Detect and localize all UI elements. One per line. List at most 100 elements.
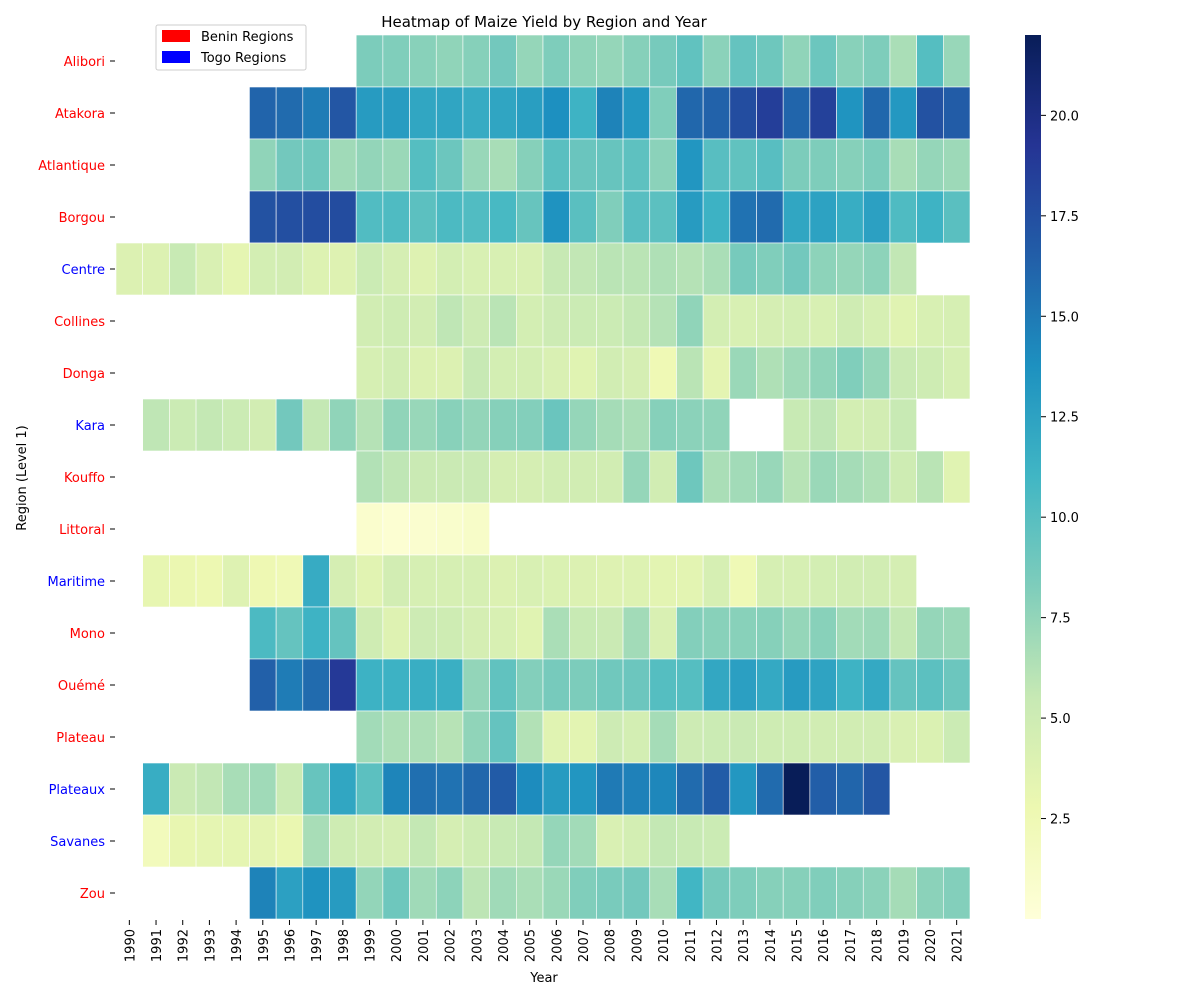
y-tick-label: Atlantique	[38, 159, 105, 174]
heatmap-cell	[462, 554, 490, 608]
heatmap-cell	[435, 346, 464, 400]
heatmap-cell	[542, 762, 570, 816]
heatmap-cell	[729, 294, 757, 348]
heatmap-cell	[275, 242, 304, 296]
heatmap-cell	[169, 242, 197, 296]
heatmap-cell	[729, 242, 757, 296]
heatmap-cell	[622, 762, 651, 816]
heatmap-cell	[382, 866, 410, 920]
heatmap-cell	[596, 242, 624, 296]
legend-label-togo: Togo Regions	[200, 51, 287, 66]
heatmap-cell	[382, 86, 410, 140]
heatmap-cell	[382, 502, 410, 556]
x-tick-label: 2012	[711, 929, 726, 962]
heatmap-cell	[889, 606, 917, 660]
legend: Benin Regions Togo Regions	[155, 24, 307, 71]
heatmap-cell	[115, 242, 143, 296]
heatmap-cell	[516, 398, 544, 452]
heatmap-cell	[329, 398, 357, 452]
heatmap-cell	[782, 398, 811, 452]
heatmap-cell	[489, 86, 517, 140]
heatmap-cell	[435, 86, 464, 140]
heatmap-cell	[542, 242, 570, 296]
heatmap-cell	[836, 450, 864, 504]
heatmap-cells	[115, 34, 971, 920]
heatmap-cell	[302, 658, 330, 712]
heatmap-cell	[569, 554, 597, 608]
heatmap-cell	[409, 658, 437, 712]
legend-frame	[155, 24, 307, 71]
x-tick-label: 1996	[284, 929, 299, 962]
heatmap-cell	[435, 658, 464, 712]
heatmap-cell	[862, 762, 891, 816]
heatmap-cell	[943, 294, 971, 348]
heatmap-cell	[622, 242, 651, 296]
heatmap-cell	[702, 866, 731, 920]
heatmap-cell	[569, 294, 597, 348]
heatmap-cell	[729, 138, 757, 192]
heatmap-cell	[916, 606, 944, 660]
heatmap-cell	[809, 866, 837, 920]
heatmap-cell	[729, 450, 757, 504]
x-tick-label: 2020	[924, 929, 939, 962]
heatmap-cell	[542, 34, 570, 88]
heatmap-cell	[516, 86, 544, 140]
heatmap-cell	[782, 554, 811, 608]
heatmap-cell	[569, 710, 597, 764]
x-tick-label: 2013	[737, 929, 752, 962]
heatmap-cell	[729, 190, 757, 244]
heatmap-cell	[329, 866, 357, 920]
heatmap-cell	[195, 242, 224, 296]
heatmap-cell	[836, 242, 864, 296]
heatmap-cell	[649, 710, 677, 764]
x-tick-label: 1998	[337, 929, 352, 962]
heatmap-cell	[889, 242, 917, 296]
heatmap-cell	[462, 34, 490, 88]
heatmap-cell	[836, 190, 864, 244]
heatmap-cell	[836, 86, 864, 140]
heatmap-cell	[542, 450, 570, 504]
heatmap-cell	[809, 398, 837, 452]
heatmap-cell	[622, 814, 651, 868]
heatmap-cell	[569, 866, 597, 920]
heatmap-cell	[355, 502, 384, 556]
heatmap-cell	[409, 86, 437, 140]
heatmap-cell	[409, 346, 437, 400]
heatmap-cell	[355, 814, 384, 868]
heatmap-cell	[889, 294, 917, 348]
x-tick-label: 2015	[791, 929, 806, 962]
x-tick-label: 2003	[470, 929, 485, 962]
heatmap-cell	[329, 606, 357, 660]
heatmap-cell	[649, 450, 677, 504]
heatmap-cell	[355, 554, 384, 608]
heatmap-cell	[862, 606, 891, 660]
heatmap-cell	[275, 658, 304, 712]
heatmap-cell	[836, 138, 864, 192]
heatmap-cell	[249, 86, 277, 140]
heatmap-cell	[222, 814, 250, 868]
heatmap-cell	[836, 398, 864, 452]
heatmap-cell	[249, 554, 277, 608]
heatmap-cell	[622, 710, 651, 764]
heatmap-cell	[409, 762, 437, 816]
heatmap-cell	[516, 606, 544, 660]
heatmap-cell	[756, 606, 784, 660]
heatmap-cell	[729, 866, 757, 920]
heatmap-cell	[702, 398, 731, 452]
y-tick-label: Savanes	[50, 835, 105, 850]
heatmap-cell	[569, 34, 597, 88]
heatmap-cell	[516, 242, 544, 296]
heatmap-cell	[142, 814, 170, 868]
heatmap-cell	[516, 710, 544, 764]
y-tick-label: Atakora	[55, 107, 105, 122]
heatmap-cell	[516, 294, 544, 348]
heatmap-cell	[329, 814, 357, 868]
heatmap-cell	[622, 34, 651, 88]
heatmap-cell	[836, 606, 864, 660]
heatmap-cell	[355, 86, 384, 140]
heatmap-cell	[729, 86, 757, 140]
heatmap-cell	[355, 762, 384, 816]
heatmap-cell	[489, 34, 517, 88]
heatmap-cell	[676, 554, 704, 608]
heatmap-cell	[649, 398, 677, 452]
